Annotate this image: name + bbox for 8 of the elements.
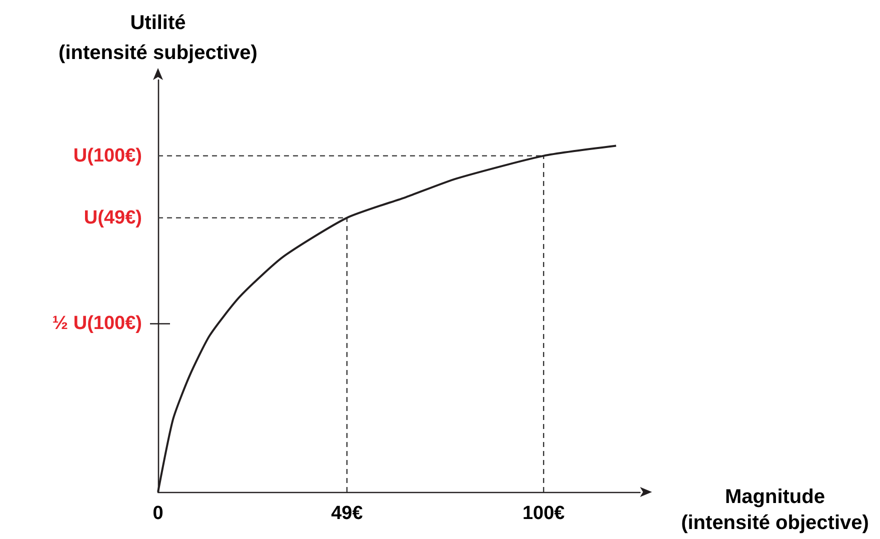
ref-line-label: U(49€): [84, 207, 142, 228]
x-tick-label: 100€: [522, 503, 566, 524]
ref-line-label: U(100€): [73, 145, 142, 166]
x-axis-title: Magnitude (intensité objective): [681, 486, 869, 534]
y-axis-title: Utilité (intensité subjective): [58, 12, 258, 64]
ref-line-label: ½ U(100€): [52, 313, 142, 334]
x-tick-label: 0: [152, 503, 164, 524]
x-tick-label: 49€: [331, 503, 364, 524]
